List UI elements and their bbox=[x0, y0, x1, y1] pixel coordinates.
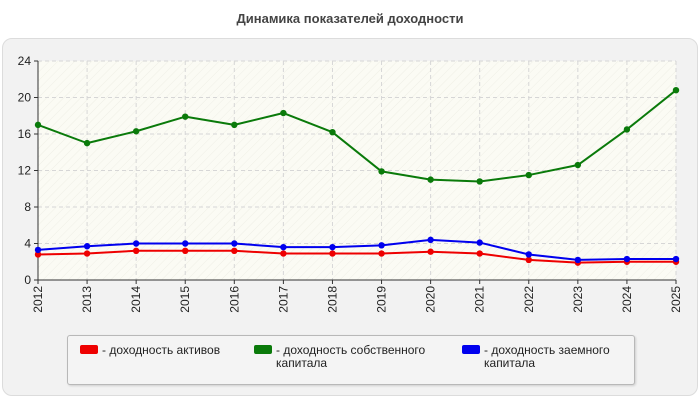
data-point-equity bbox=[476, 178, 483, 185]
x-tick-label: 2025 bbox=[669, 286, 683, 313]
x-tick-label: 2013 bbox=[80, 286, 94, 313]
data-point-equity bbox=[525, 171, 532, 179]
data-point-equity bbox=[329, 128, 336, 136]
data-point-borrowed bbox=[132, 240, 140, 247]
data-point-borrowed bbox=[476, 239, 483, 246]
y-tick-label: 12 bbox=[18, 164, 32, 178]
data-point-assets bbox=[476, 250, 483, 257]
data-point-equity bbox=[280, 109, 287, 117]
data-point-borrowed bbox=[329, 243, 336, 251]
x-tick-label: 2018 bbox=[325, 286, 339, 313]
x-tick-label: 2019 bbox=[375, 286, 389, 313]
legend: - доходность активов - доходность собств… bbox=[67, 335, 635, 385]
data-point-equity bbox=[231, 121, 238, 129]
x-tick-label: 2020 bbox=[424, 286, 438, 313]
series-group bbox=[34, 87, 680, 266]
data-point-assets bbox=[378, 250, 385, 257]
y-tick-label: 24 bbox=[18, 54, 32, 68]
data-point-equity bbox=[672, 87, 680, 94]
x-tick-label: 2016 bbox=[227, 286, 241, 313]
data-point-borrowed bbox=[574, 256, 582, 264]
data-point-borrowed bbox=[525, 251, 532, 258]
series-line-assets bbox=[37, 249, 676, 264]
x-tick-label: 2024 bbox=[620, 286, 634, 313]
data-point-equity bbox=[574, 161, 582, 169]
x-tick-label: 2023 bbox=[571, 286, 585, 313]
legend-label-borrowed: - доходность заемного капитала bbox=[484, 343, 610, 370]
data-point-assets bbox=[34, 251, 42, 258]
data-point-equity bbox=[132, 128, 140, 135]
data-point-equity bbox=[623, 126, 631, 133]
x-tick-label: 2021 bbox=[473, 286, 487, 313]
legend-item-equity: - доходность собственного капитала bbox=[254, 344, 444, 370]
data-point-equity bbox=[182, 113, 189, 120]
y-tick-label: 0 bbox=[24, 273, 31, 287]
data-point-assets bbox=[132, 247, 140, 254]
data-point-assets bbox=[427, 248, 434, 255]
legend-item-borrowed: - доходность заемного капитала bbox=[462, 344, 632, 370]
data-point-assets bbox=[231, 247, 238, 254]
data-point-assets bbox=[525, 256, 532, 264]
legend-label-equity: - доходность собственного капитала bbox=[276, 343, 426, 370]
x-tick-label: 2014 bbox=[129, 286, 143, 313]
legend-swatch-assets bbox=[80, 345, 98, 354]
data-point-borrowed bbox=[83, 243, 91, 250]
data-point-borrowed bbox=[623, 255, 631, 263]
x-tick-label: 2017 bbox=[276, 286, 290, 313]
data-point-borrowed bbox=[427, 236, 434, 244]
data-point-assets bbox=[280, 250, 287, 257]
data-point-borrowed bbox=[182, 240, 189, 247]
data-point-borrowed bbox=[231, 240, 238, 247]
data-point-borrowed bbox=[672, 255, 680, 263]
data-point-equity bbox=[34, 121, 42, 129]
y-tick-label: 16 bbox=[18, 127, 32, 141]
series-line-borrowed bbox=[37, 238, 676, 261]
legend-swatch-borrowed bbox=[462, 345, 480, 354]
x-tick-label: 2022 bbox=[522, 286, 536, 313]
data-point-assets bbox=[83, 250, 91, 257]
data-point-assets bbox=[182, 247, 189, 254]
data-point-borrowed bbox=[280, 243, 287, 251]
legend-label-assets: - доходность активов bbox=[102, 343, 221, 357]
data-point-equity bbox=[378, 168, 385, 175]
data-point-assets bbox=[329, 250, 336, 257]
data-point-borrowed bbox=[378, 242, 385, 249]
chart-title: Динамика показателей доходности bbox=[236, 11, 464, 26]
data-point-equity bbox=[83, 139, 91, 147]
y-tick-label: 20 bbox=[18, 91, 32, 105]
legend-swatch-equity bbox=[254, 345, 272, 354]
x-tick-label: 2012 bbox=[31, 286, 45, 313]
x-tick-label: 2015 bbox=[178, 286, 192, 313]
y-tick-label: 4 bbox=[24, 237, 31, 251]
y-tick-label: 8 bbox=[24, 200, 31, 214]
data-point-equity bbox=[427, 176, 434, 183]
data-point-borrowed bbox=[34, 246, 42, 254]
series-line-equity bbox=[37, 89, 677, 183]
legend-item-assets: - доходность активов bbox=[80, 344, 240, 357]
